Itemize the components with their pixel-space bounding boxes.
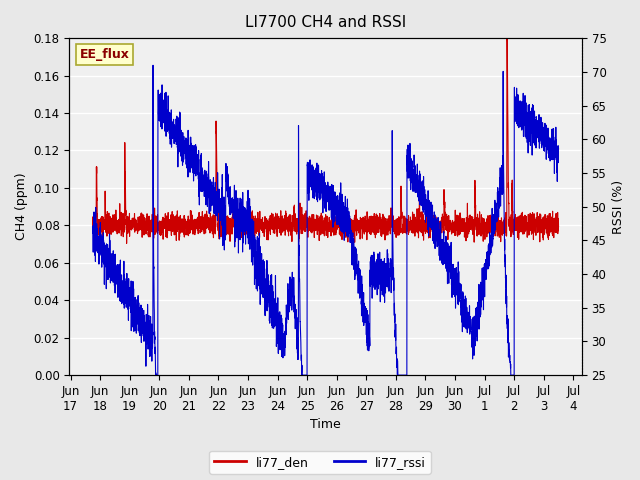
X-axis label: Time: Time [310, 419, 341, 432]
Text: EE_flux: EE_flux [79, 48, 129, 61]
Legend: li77_den, li77_rssi: li77_den, li77_rssi [209, 451, 431, 474]
Y-axis label: RSSI (%): RSSI (%) [612, 180, 625, 234]
Y-axis label: CH4 (ppm): CH4 (ppm) [15, 173, 28, 240]
Title: LI7700 CH4 and RSSI: LI7700 CH4 and RSSI [245, 15, 406, 30]
